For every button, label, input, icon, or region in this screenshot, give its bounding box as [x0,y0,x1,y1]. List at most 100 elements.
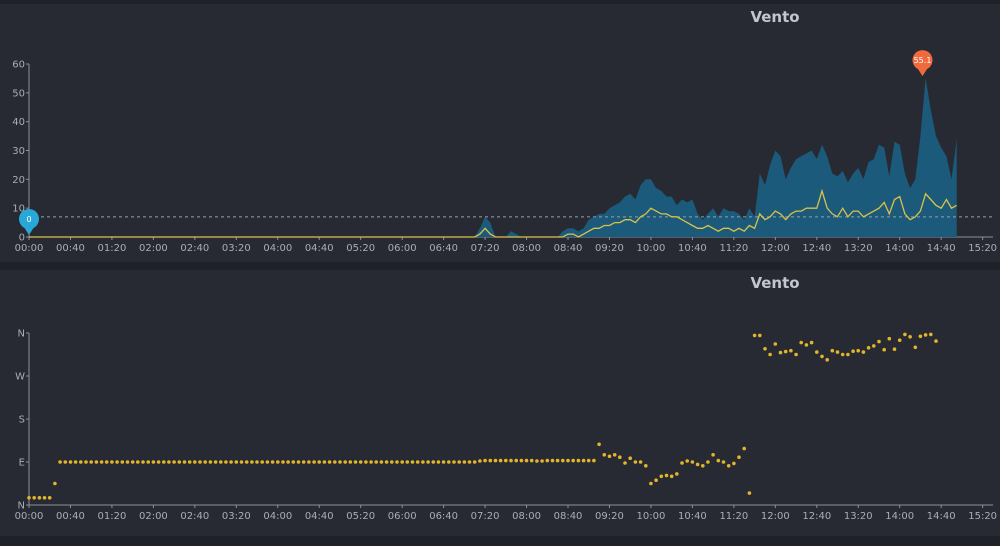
direction-point [219,460,223,464]
direction-point [327,460,332,464]
direction-point [208,460,213,464]
direction-point [141,460,145,464]
direction-point [89,460,93,464]
x-tick-label: 02:00 [139,511,168,522]
direction-point [768,352,772,357]
direction-point [213,460,218,464]
direction-point [607,454,612,459]
direction-point [597,442,601,447]
direction-point [566,458,570,463]
direction-point [561,458,565,463]
direction-point [436,460,441,464]
direction-point [405,460,410,464]
x-tick-label: 04:40 [305,511,334,522]
direction-point [94,460,99,464]
direction-point [244,460,249,464]
x-tick-label: 11:20 [719,511,748,522]
direction-point [125,460,130,464]
direction-point [276,460,280,464]
direction-point [338,460,342,464]
direction-point [172,460,176,464]
marker-label: 55.1 [914,56,932,65]
direction-point [229,460,233,464]
direction-point [447,460,451,464]
direction-point [654,478,658,482]
x-tick-label: 02:40 [180,243,209,254]
direction-point [555,458,560,463]
direction-point [586,458,591,463]
y-tick-label: 0 [19,233,25,244]
x-tick-label: 04:00 [263,243,292,254]
direction-point [726,464,731,468]
direction-point [840,352,845,357]
x-tick-label: 13:20 [844,511,873,522]
x-tick-label: 09:20 [595,511,624,522]
direction-point [804,343,809,347]
x-tick-label: 05:20 [346,511,375,522]
direction-point [193,460,197,464]
direction-point [509,458,513,463]
y-tick-label: 10 [12,204,25,215]
x-tick-label: 06:40 [429,243,458,254]
direction-point [892,347,897,351]
x-tick-label: 14:00 [885,511,914,522]
direction-point [721,460,726,464]
direction-point [929,332,933,337]
direction-point [301,460,306,464]
direction-point [498,458,503,463]
direction-point [467,460,472,464]
x-tick-label: 05:20 [346,243,375,254]
direction-point [333,460,337,464]
x-tick-label: 09:20 [595,243,624,254]
direction-point [379,460,384,464]
x-tick-label: 08:00 [512,243,541,254]
x-tick-label: 02:40 [180,511,209,522]
direction-point [478,459,482,463]
x-tick-label: 00:00 [15,511,44,522]
direction-point [877,339,881,344]
direction-point [799,340,803,345]
direction-point [524,458,529,463]
direction-point [706,460,710,464]
direction-point [861,350,866,354]
direction-point [421,460,425,464]
direction-point [146,460,150,464]
y-tick-label: W [15,372,25,383]
direction-point [27,496,31,500]
direction-point [747,491,752,495]
x-tick-label: 12:40 [802,511,831,522]
y-tick-label: 40 [12,117,25,128]
direction-point [638,460,643,464]
direction-point [110,460,114,464]
direction-point [343,460,348,464]
x-tick-label: 15:20 [968,511,997,522]
y-tick-label: N [18,329,25,340]
direction-point [68,460,73,464]
direction-point [177,460,182,464]
x-tick-label: 03:20 [222,243,251,254]
direction-point [934,339,938,343]
direction-point [737,455,741,459]
wind-speed-panel: Vento 0 10 20 30 40 50 60 00:00 00:40 01:20 02:00 0… [0,4,1000,262]
direction-point [281,460,285,464]
direction-point [452,460,456,464]
marker-pin [912,50,933,71]
direction-point [742,446,746,451]
direction-point [732,461,736,466]
x-tick-label: 13:20 [844,243,873,254]
direction-point [431,460,436,464]
direction-point [73,460,78,464]
direction-point [592,458,596,463]
x-tick-label: 00:00 [15,243,44,254]
direction-point [390,460,394,464]
x-tick-label: 00:40 [56,511,85,522]
x-tick-label: 07:20 [471,511,500,522]
direction-point [395,460,399,464]
direction-point [701,464,705,468]
direction-point [488,458,493,463]
x-tick-label: 15:20 [968,243,997,254]
direction-point [130,460,135,464]
x-tick-label: 10:40 [678,243,707,254]
x-tick-label: 06:00 [388,243,417,254]
